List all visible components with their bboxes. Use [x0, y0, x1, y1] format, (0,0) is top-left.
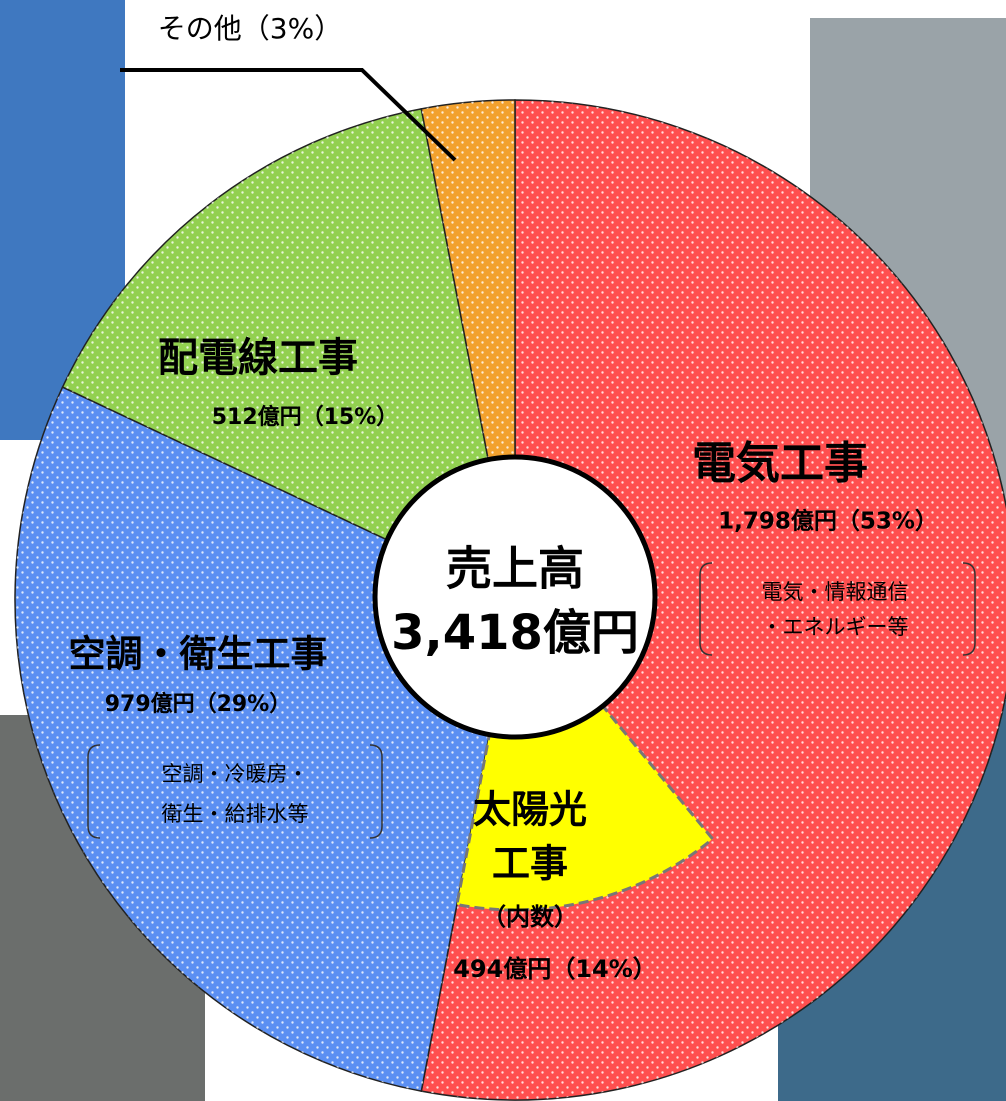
note: 電気・情報通信: [762, 580, 909, 604]
bracket: [699, 562, 713, 656]
center-circle: [372, 454, 658, 740]
value-label: 1,798億円（53%）: [718, 508, 938, 535]
value-label: （3%）: [242, 12, 342, 45]
category-label: 電気工事: [692, 438, 868, 489]
note: ・エネルギー等: [762, 615, 909, 639]
slice-pattern: [62, 108, 515, 600]
inner-slice-value-label: 494億円（14%）: [453, 955, 657, 983]
pie: [14, 99, 1006, 1101]
value-label: 512億円（15%）: [212, 404, 399, 430]
value-label: 979億円（29%）: [105, 691, 292, 717]
note: 衛生・給排水等: [162, 802, 309, 826]
center-value: 3,418億円: [391, 605, 639, 661]
bracket: [369, 744, 383, 839]
inner-slice-label: （内数）: [482, 903, 578, 931]
labels: 電気工事 1,798億円（53%） 空調・衛生工事 979億円（29%） 配電線工事 51…: [69, 12, 976, 983]
category-label: 配電線工事: [158, 335, 358, 381]
other-label: その他（3%）: [158, 12, 342, 45]
leader-line: [120, 68, 457, 162]
bracket: [962, 562, 976, 656]
note: 空調・冷暖房・: [162, 762, 309, 786]
bracket: [87, 744, 101, 839]
inner-slice-label: 太陽光: [473, 788, 587, 832]
inner-slice-label: 工事: [492, 842, 568, 886]
category-label: その他: [158, 12, 242, 45]
center-title: 売上高: [446, 542, 584, 596]
category-label: 空調・衛生工事: [69, 633, 328, 676]
